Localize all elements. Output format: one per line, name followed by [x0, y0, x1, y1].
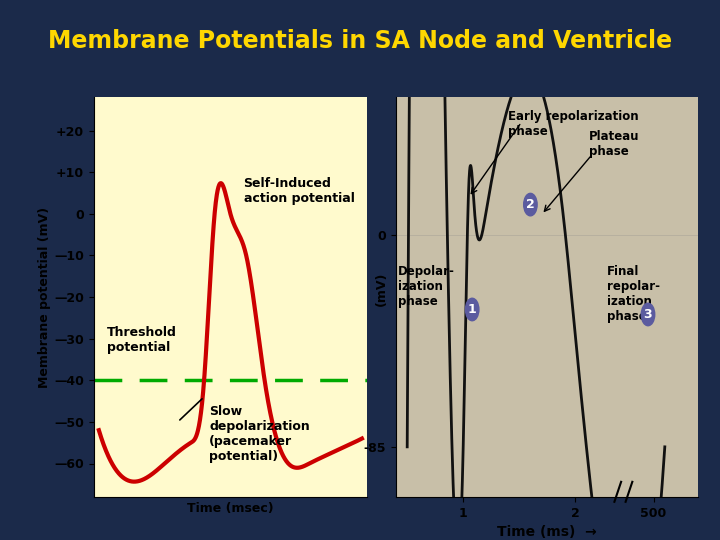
Text: Membrane Potentials in SA Node and Ventricle: Membrane Potentials in SA Node and Ventr…	[48, 29, 672, 52]
Text: Threshold
potential: Threshold potential	[107, 326, 176, 354]
Text: 1: 1	[468, 303, 477, 316]
Text: 2: 2	[526, 198, 535, 211]
X-axis label: Time (msec): Time (msec)	[187, 502, 274, 515]
Y-axis label: Membrane potential (mV): Membrane potential (mV)	[38, 206, 51, 388]
X-axis label: Time (ms)  →: Time (ms) →	[498, 525, 597, 539]
Ellipse shape	[465, 298, 479, 321]
Text: Self-Induced
action potential: Self-Induced action potential	[243, 178, 354, 205]
Text: 3: 3	[644, 308, 652, 321]
Text: Final
repolar-
ization
phase: Final repolar- ization phase	[606, 265, 660, 322]
Ellipse shape	[523, 193, 537, 216]
Text: Plateau
phase: Plateau phase	[589, 130, 639, 158]
Text: (mV): (mV)	[374, 272, 387, 306]
Text: Depolar-
ization
phase: Depolar- ization phase	[398, 265, 455, 308]
Ellipse shape	[642, 303, 654, 326]
Text: Early repolarization
phase: Early repolarization phase	[508, 110, 639, 138]
Text: Slow
depolarization
(pacemaker
potential): Slow depolarization (pacemaker potential…	[210, 405, 310, 463]
